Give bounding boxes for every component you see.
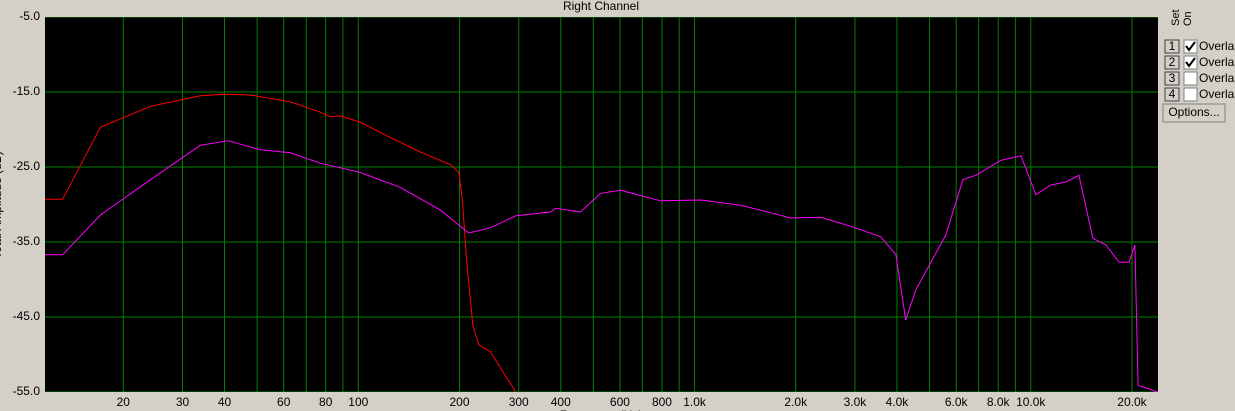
x-tick-label: 30 (176, 395, 190, 409)
y-axis-label: Total Amplitude (dB) (0, 151, 4, 258)
legend-label[interactable]: Overla (1199, 55, 1235, 69)
chart-title: Right Channel (563, 0, 639, 13)
check-mark (1185, 41, 1196, 52)
x-tick-label: 400 (551, 395, 571, 409)
x-tick-label: 4.0k (886, 395, 910, 409)
x-tick-label: 20 (117, 395, 131, 409)
legend-label[interactable]: Overla (1199, 87, 1235, 101)
x-tick-label: 600 (610, 395, 630, 409)
y-tick-label: -25.0 (13, 159, 41, 173)
set-label[interactable]: 2 (1169, 55, 1176, 69)
on-checkbox[interactable] (1183, 87, 1198, 102)
x-tick-label: 300 (509, 395, 529, 409)
x-tick-label: 100 (348, 395, 368, 409)
y-tick-label: -55.0 (13, 384, 41, 398)
check-mark (1185, 57, 1196, 68)
legend-label[interactable]: Overla (1199, 39, 1235, 53)
set-button[interactable] (1164, 55, 1180, 70)
y-tick-label: -45.0 (13, 309, 41, 323)
x-tick-label: 10.0k (1016, 395, 1046, 409)
grid (45, 17, 1158, 392)
legend-header: Set (1170, 9, 1182, 26)
set-button[interactable] (1164, 87, 1180, 102)
x-tick-label: 20.0k (1117, 395, 1147, 409)
y-tick-label: -5.0 (19, 9, 40, 23)
line-series (45, 140, 1158, 392)
x-axis-label: Frequency (Hz) (560, 408, 643, 411)
set-label[interactable]: 4 (1169, 87, 1176, 101)
x-tick-label: 60 (277, 395, 291, 409)
options-button-label[interactable]: Options... (1168, 105, 1219, 119)
labels: -5.0 -15.0 -25.0 -35.0 -45.0 -55.0 20 30 40 60 80 1… (13, 9, 1148, 409)
on-checkbox[interactable] (1183, 71, 1198, 86)
legend: Set On Options... 1 Overla 2 Overla 3 Overla 4… (1162, 9, 1235, 123)
x-tick-label: 200 (450, 395, 470, 409)
x-tick-label: 80 (319, 395, 333, 409)
x-tick-label: 6.0k (945, 395, 969, 409)
set-button[interactable] (1164, 71, 1180, 86)
lines (45, 93, 1158, 392)
x-tick-label: 8.0k (987, 395, 1011, 409)
x-tick-label: 1.0k (683, 395, 707, 409)
line-series (45, 93, 517, 392)
y-tick-label: -35.0 (13, 234, 41, 248)
y-tick-label: -15.0 (13, 84, 41, 98)
set-label[interactable]: 3 (1169, 71, 1176, 85)
x-tick-label: 2.0k (784, 395, 808, 409)
set-button[interactable] (1164, 39, 1180, 54)
set-label[interactable]: 1 (1169, 39, 1176, 53)
legend-label[interactable]: Overla (1199, 71, 1235, 85)
x-tick-label: 40 (218, 395, 232, 409)
legend-header: On (1182, 11, 1194, 26)
plot-area (45, 17, 1158, 392)
x-tick-label: 3.0k (844, 395, 868, 409)
options-button[interactable] (1162, 103, 1226, 123)
x-tick-label: 800 (652, 395, 672, 409)
